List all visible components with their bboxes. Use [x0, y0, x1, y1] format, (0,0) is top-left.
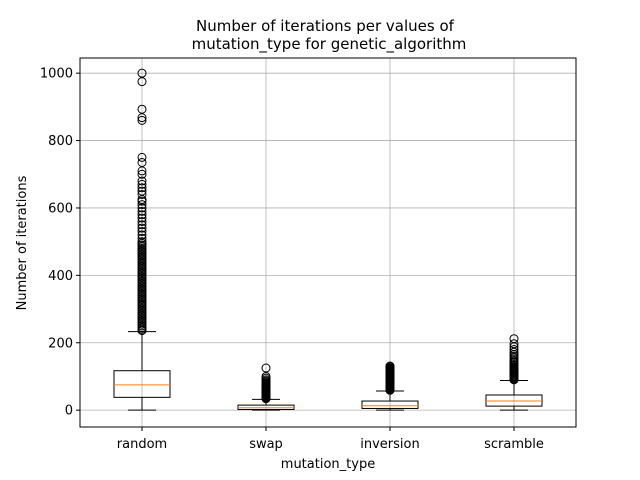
x-axis-ticks: random swap inversion scramble: [117, 427, 544, 452]
flier-point: [137, 213, 147, 223]
flier-point: [509, 344, 519, 354]
flier-point: [137, 237, 147, 247]
flier-point: [137, 200, 147, 210]
iqr-box: [113, 370, 171, 398]
x-tick-label: inversion: [360, 437, 419, 452]
flier-point: [137, 183, 147, 193]
flier-point: [137, 68, 147, 78]
y-axis-ticks: 0 200 400 600 800 1000: [40, 67, 80, 419]
flier-point: [137, 230, 147, 240]
flier-point: [137, 210, 147, 220]
x-tick-label: swap: [249, 437, 283, 452]
box-inversion: [361, 361, 419, 411]
chart-title-line2: mutation_type for genetic_algorithm: [192, 35, 467, 54]
iqr-box: [237, 404, 295, 410]
flier-point: [137, 227, 147, 237]
flier-point: [137, 157, 147, 167]
y-tick-label: 0: [65, 404, 73, 419]
flier-point: [137, 223, 147, 233]
box-layer: [113, 68, 543, 411]
flier-point: [509, 339, 519, 349]
flier-point: [137, 104, 147, 114]
flier-point: [137, 220, 147, 230]
chart-title-line1: Number of iterations per values of: [196, 17, 455, 35]
box-swap: [237, 363, 295, 411]
flier-point: [137, 189, 147, 199]
flier-point: [385, 361, 395, 371]
box-scramble: [485, 334, 543, 411]
y-tick-label: 600: [48, 201, 73, 216]
y-tick-label: 800: [48, 134, 73, 149]
x-axis-label: mutation_type: [281, 457, 375, 472]
y-tick-label: 1000: [40, 67, 73, 82]
plot-frame: [79, 57, 577, 428]
flier-point: [137, 152, 147, 162]
x-tick-label: scramble: [484, 437, 544, 452]
y-axis-label: Number of iterations: [15, 175, 30, 310]
flier-point: [137, 169, 147, 179]
grid-layer: [80, 58, 576, 427]
flier-point: [509, 334, 519, 344]
flier-point: [137, 179, 147, 189]
flier-point: [137, 176, 147, 186]
y-tick-label: 400: [48, 269, 73, 284]
flier-point: [137, 206, 147, 216]
flier-point: [137, 115, 147, 125]
flier-point: [137, 233, 147, 243]
iqr-box: [361, 400, 419, 409]
flier-point: [137, 216, 147, 226]
flier-point: [261, 363, 271, 373]
iqr-box: [485, 394, 543, 407]
x-tick-label: random: [117, 437, 167, 452]
box-random: [113, 68, 171, 411]
y-tick-label: 200: [48, 336, 73, 351]
flier-point: [137, 186, 147, 196]
